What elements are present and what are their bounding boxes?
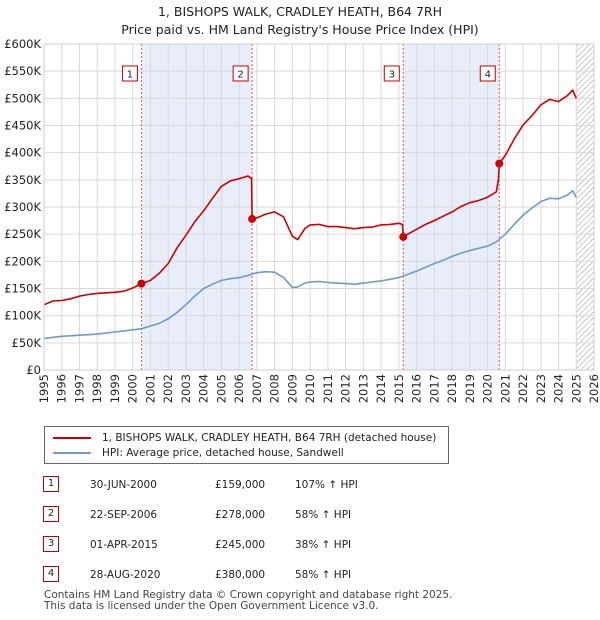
x-tick-label: 2011: [321, 374, 335, 403]
sale-hpi-change: 38% ↑ HPI: [295, 539, 352, 551]
x-tick-label: 2006: [232, 374, 246, 403]
y-tick-label: £500K: [4, 91, 41, 105]
x-tick-label: 2019: [463, 374, 477, 403]
x-tick-label: 1995: [37, 374, 51, 403]
x-tick-label: 2003: [179, 374, 193, 403]
x-tick-label: 2014: [374, 374, 388, 403]
chart-subtitle: Price paid vs. HM Land Registry's House …: [121, 22, 479, 37]
sale-marker-label: 2: [237, 70, 243, 81]
sale-date: 01-APR-2015: [90, 539, 158, 551]
legend-item-property: 1, BISHOPS WALK, CRADLEY HEATH, B64 7RH …: [53, 431, 436, 445]
x-tick-label: 1999: [108, 374, 122, 403]
x-tick-label: 2024: [552, 374, 566, 403]
y-tick-label: £0: [26, 363, 41, 377]
legend-label-hpi: HPI: Average price, detached house, Sand…: [102, 447, 344, 459]
sale-marker-box: [121, 65, 138, 82]
sale-point: [248, 214, 257, 223]
legend: 1, BISHOPS WALK, CRADLEY HEATH, B64 7RH …: [44, 426, 449, 464]
sale-point: [495, 159, 504, 168]
legend-swatch-hpi: [53, 452, 91, 454]
x-tick-label: 2021: [498, 374, 512, 403]
y-tick-label: £350K: [4, 173, 41, 187]
sale-price: £159,000: [215, 479, 266, 491]
sale-marker-label: 4: [485, 70, 491, 81]
sale-number-badge: 4: [43, 566, 59, 582]
x-tick-label: 2005: [214, 374, 228, 403]
x-tick-label: 2025: [569, 374, 583, 403]
y-tick-label: £100K: [4, 309, 41, 323]
sale-number-badge: 2: [43, 506, 59, 522]
x-tick-label: 2015: [392, 374, 406, 403]
x-tick-label: 2009: [285, 374, 299, 403]
footer-attribution: Contains HM Land Registry data © Crown c…: [44, 590, 452, 612]
sales-table-row: 2 22-SEP-2006 £278,000 58% ↑ HPI: [0, 506, 600, 526]
x-tick-label: 2023: [534, 374, 548, 403]
x-tick-label: 2004: [197, 374, 211, 403]
x-tick-label: 2008: [268, 374, 282, 403]
y-tick-label: £200K: [4, 254, 41, 268]
sale-marker-box: [383, 65, 400, 82]
sale-hpi-change: 107% ↑ HPI: [295, 479, 358, 491]
footer-copyright: Contains HM Land Registry data © Crown c…: [44, 589, 453, 601]
chart-title: 1, BISHOPS WALK, CRADLEY HEATH, B64 7RH: [157, 4, 443, 19]
sales-table-row: 1 30-JUN-2000 £159,000 107% ↑ HPI: [0, 476, 600, 496]
x-tick-label: 2002: [161, 374, 175, 403]
sales-table-row: 4 28-AUG-2020 £380,000 58% ↑ HPI: [0, 566, 600, 586]
legend-label-property: 1, BISHOPS WALK, CRADLEY HEATH, B64 7RH …: [102, 432, 437, 444]
sale-price: £380,000: [215, 569, 266, 581]
x-tick-label: 2020: [481, 374, 495, 403]
y-tick-label: £250K: [4, 227, 41, 241]
sale-marker-box: [232, 65, 249, 82]
y-tick-label: £150K: [4, 282, 41, 296]
chart-title-block: 1, BISHOPS WALK, CRADLEY HEATH, B64 7RH …: [0, 3, 600, 39]
x-tick-label: 1996: [55, 374, 69, 403]
x-tick-label: 2010: [303, 374, 317, 403]
x-tick-label: 2017: [427, 374, 441, 403]
x-tick-label: 2022: [516, 374, 530, 403]
x-tick-label: 2016: [410, 374, 424, 403]
y-tick-label: £300K: [4, 200, 41, 214]
legend-item-hpi: HPI: Average price, detached house, Sand…: [53, 446, 344, 460]
x-tick-label: 2007: [250, 374, 264, 403]
series-line-hpi: [43, 189, 577, 340]
sale-date: 30-JUN-2000: [90, 479, 157, 491]
sale-marker-box: [479, 65, 496, 82]
plot-frame: [43, 43, 595, 371]
y-tick-label: £50K: [12, 336, 42, 350]
sale-date: 22-SEP-2006: [90, 509, 158, 521]
x-tick-label: 2001: [143, 374, 157, 403]
sale-number-badge: 3: [43, 536, 59, 552]
y-tick-label: £600K: [4, 37, 41, 51]
x-tick-label: 1998: [90, 374, 104, 403]
legend-swatch-property: [53, 437, 91, 439]
price-chart: 1 2 3 4 £0 £50K £100K £150K £200K £250K £300K £350…: [4, 37, 600, 403]
sale-date: 28-AUG-2020: [90, 569, 161, 581]
sale-hpi-change: 58% ↑ HPI: [295, 569, 352, 581]
sales-table-row: 3 01-APR-2015 £245,000 38% ↑ HPI: [0, 536, 600, 556]
y-tick-label: £450K: [4, 119, 41, 133]
x-tick-label: 2000: [126, 374, 140, 403]
sale-point: [137, 279, 146, 288]
footer-licence: This data is licensed under the Open Gov…: [44, 600, 379, 612]
sale-point: [399, 232, 408, 241]
x-tick-label: 2012: [339, 374, 353, 403]
x-tick-label: 2013: [356, 374, 370, 403]
sale-price: £278,000: [215, 509, 266, 521]
sale-number-badge: 1: [43, 476, 59, 492]
sale-marker-label: 3: [389, 70, 395, 81]
sale-price: £245,000: [215, 539, 266, 551]
y-tick-label: £550K: [4, 64, 41, 78]
sale-hpi-change: 58% ↑ HPI: [295, 509, 352, 521]
y-tick-label: £400K: [4, 146, 41, 160]
x-tick-label: 1997: [72, 374, 86, 403]
sale-marker-label: 1: [127, 70, 133, 81]
x-tick-label: 2026: [587, 374, 600, 403]
x-tick-label: 2018: [445, 374, 459, 403]
